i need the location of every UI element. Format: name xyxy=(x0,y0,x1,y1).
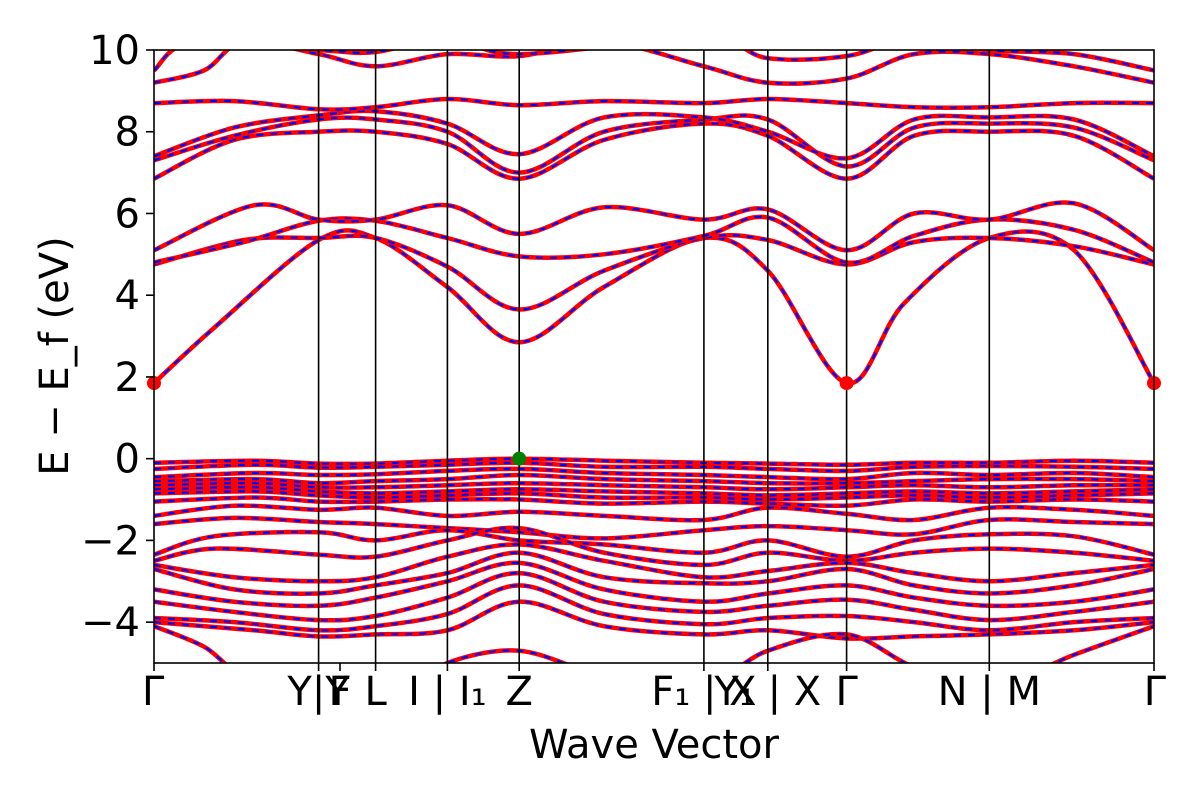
band-line-c9-solid xyxy=(154,50,1154,86)
band-line-v1-dashed xyxy=(154,457,1154,466)
band-line-v10-dashed xyxy=(154,516,1154,540)
band-line-v2-dashed xyxy=(154,461,1154,473)
x-tick-label-10: Γ xyxy=(1144,669,1167,715)
cbm-point-1 xyxy=(839,376,854,391)
y-tick-label-2: 0 xyxy=(115,437,140,483)
plot-frame xyxy=(153,49,1155,664)
y-axis-label: E − E_f (eV) xyxy=(32,236,78,475)
band-line-v16-dashed xyxy=(154,571,1154,622)
y-tick-label-7: 10 xyxy=(89,28,140,74)
band-line-v12-dashed xyxy=(154,526,1154,567)
x-axis-label: Wave Vector xyxy=(529,722,780,768)
y-tick-label-4: 4 xyxy=(115,273,140,319)
x-tick-label-6: F₁ | X xyxy=(651,669,756,715)
y-tick-label-1: −2 xyxy=(81,518,140,564)
x-tick-label-9: N | M xyxy=(938,669,1041,715)
band-line-c6-dashed xyxy=(154,114,1154,174)
y-tick-label-3: 2 xyxy=(115,355,140,401)
y-tick-label-6: 8 xyxy=(115,110,140,156)
y-axis: −4 −2 0 2 4 6 8 10 xyxy=(81,28,154,646)
bands-group xyxy=(154,50,1154,663)
x-tick-label-5: Z xyxy=(505,669,532,715)
x-tick-label-3: L xyxy=(364,669,387,715)
x-tick-label-0: Γ xyxy=(142,669,165,715)
x-tick-label-1: Y|Y xyxy=(286,669,350,715)
band-line-c8-solid xyxy=(154,96,1154,112)
x-tick-label-2: F xyxy=(328,669,351,715)
y-tick-label-0: −4 xyxy=(81,600,140,646)
x-axis: Γ Y|YF L I | I₁ Z F₁ | XY₁ | X Γ N | M Γ xyxy=(142,663,1167,715)
band-line-v5-dashed xyxy=(154,482,1154,491)
band-line-v6-dashed xyxy=(154,486,1154,497)
band-line-v8-dashed xyxy=(154,496,1154,507)
x-tick-label-8: Γ xyxy=(835,669,858,715)
x-tick-label-7: Y₁ | X xyxy=(713,669,821,715)
band-line-v9-dashed xyxy=(154,504,1154,522)
kpoint-lines xyxy=(317,50,991,663)
band-line-v18-dashed xyxy=(154,600,1154,640)
y-tick-label-5: 6 xyxy=(115,191,140,237)
band-line-c4-solid xyxy=(154,200,1154,253)
band-line-v4-dashed xyxy=(154,473,1154,485)
x-tick-label-4: I | I₁ xyxy=(408,669,487,715)
band-line-v7-dashed xyxy=(154,490,1154,501)
vbm-point-3 xyxy=(512,451,527,466)
band-line-c7-dashed xyxy=(154,109,1154,160)
band-line-v13-dashed xyxy=(154,543,1154,583)
band-line-v3-dashed xyxy=(154,467,1154,481)
band-line-c5-dashed xyxy=(154,122,1154,180)
band-line-v17-dashed xyxy=(154,584,1154,632)
